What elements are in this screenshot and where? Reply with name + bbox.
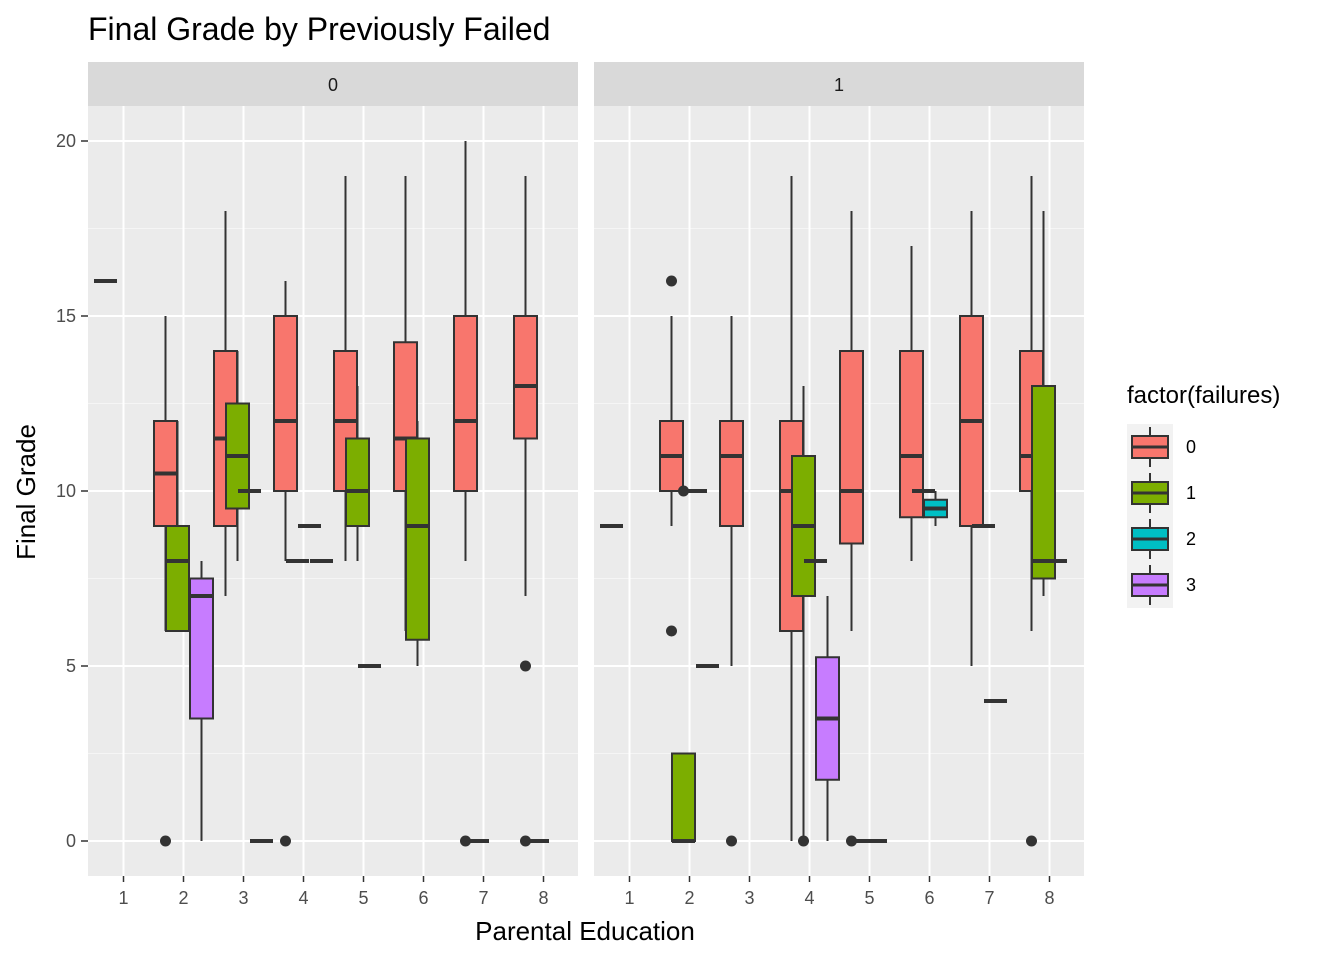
legend-item-0: 0 [1127,424,1196,470]
boxplot-6-failures-0 [899,246,924,561]
x-tick-label: 2 [178,888,188,908]
boxplot-3-failures-1 [225,351,250,561]
boxplot-5-failures-0 [839,211,864,847]
box [899,350,924,519]
legend-label: 2 [1186,529,1196,549]
x-tick-label: 1 [118,888,128,908]
x-tick-label: 3 [744,888,754,908]
outlier-point [846,835,857,847]
x-tick-label: 5 [358,888,368,908]
outlier-point [160,835,171,847]
box [405,437,430,641]
y-tick-label: 20 [56,131,76,151]
x-tick-label: 5 [864,888,874,908]
x-tick-label: 3 [238,888,248,908]
facet-panel: 1 1 2 3 4 5 6 7 8 [594,62,1084,908]
facet-strip-label: 1 [834,75,844,95]
legend-label: 0 [1186,437,1196,457]
x-tick-label: 4 [804,888,814,908]
y-axis-title: Final Grade [11,424,41,560]
facet-strip-label: 0 [328,75,338,95]
x-tick-label: 8 [1044,888,1054,908]
boxplot-2-failures-3 [189,561,214,841]
outlier-point [666,275,677,287]
boxplot-5-failures-1 [345,386,370,561]
y-tick-label: 10 [56,481,76,501]
outlier-point [280,835,291,847]
x-tick-label: 2 [684,888,694,908]
y-axis: 0 5 10 15 20 [56,131,88,851]
legend: factor(failures) 0 1 2 3 [1127,382,1280,608]
x-tick-label: 6 [924,888,934,908]
boxplot-3-failures-0 [719,316,744,847]
box [513,315,538,440]
legend-item-2: 2 [1127,516,1196,562]
box [671,752,696,842]
x-tick-label: 4 [298,888,308,908]
x-tick-label: 1 [624,888,634,908]
legend-item-1: 1 [1127,470,1196,516]
box [839,350,864,545]
boxplot-2-failures-0 [659,275,684,637]
legend-item-3: 3 [1127,562,1196,608]
x-axis-title: Parental Education [475,916,695,946]
boxplot-6-failures-2 [923,491,948,526]
boxplot-7-failures-0 [453,141,478,847]
x-tick-label: 7 [478,888,488,908]
boxplot-8-failures-1 [1031,211,1056,596]
box [189,577,214,720]
legend-label: 3 [1186,575,1196,595]
facet-strip [594,62,1084,106]
outlier-point [678,485,689,497]
x-tick-label: 8 [538,888,548,908]
boxplot-4-failures-3 [815,596,840,841]
facet-strip [88,62,578,106]
outlier-point [1026,835,1037,847]
outlier-point [726,835,737,847]
y-tick-label: 5 [66,656,76,676]
boxplot-8-failures-0 [513,176,538,847]
y-tick-label: 15 [56,306,76,326]
outlier-point [666,625,677,637]
box [1031,385,1056,580]
boxplot-7-failures-0 [959,211,984,666]
outlier-point [460,835,471,847]
box [719,420,744,527]
boxplot-6-failures-1 [405,421,430,666]
outlier-point [520,835,531,847]
x-tick-label: 7 [984,888,994,908]
legend-title: factor(failures) [1127,382,1280,409]
legend-label: 1 [1186,483,1196,503]
chart-title: Final Grade by Previously Failed [88,11,550,47]
outlier-point [798,835,809,847]
box [453,315,478,492]
boxplot-2-failures-1 [671,485,696,843]
outlier-point [520,660,531,672]
box [273,315,298,492]
facet-panel: 0 1 2 3 4 5 6 7 8 [88,62,578,908]
box [165,525,190,632]
facet-panels: 0 1 2 3 4 5 6 7 8 1 1 2 3 4 5 6 7 8 [88,62,1084,908]
y-tick-label: 0 [66,831,76,851]
boxplot-4-failures-0 [273,281,298,847]
x-tick-label: 6 [418,888,428,908]
box [345,437,370,527]
